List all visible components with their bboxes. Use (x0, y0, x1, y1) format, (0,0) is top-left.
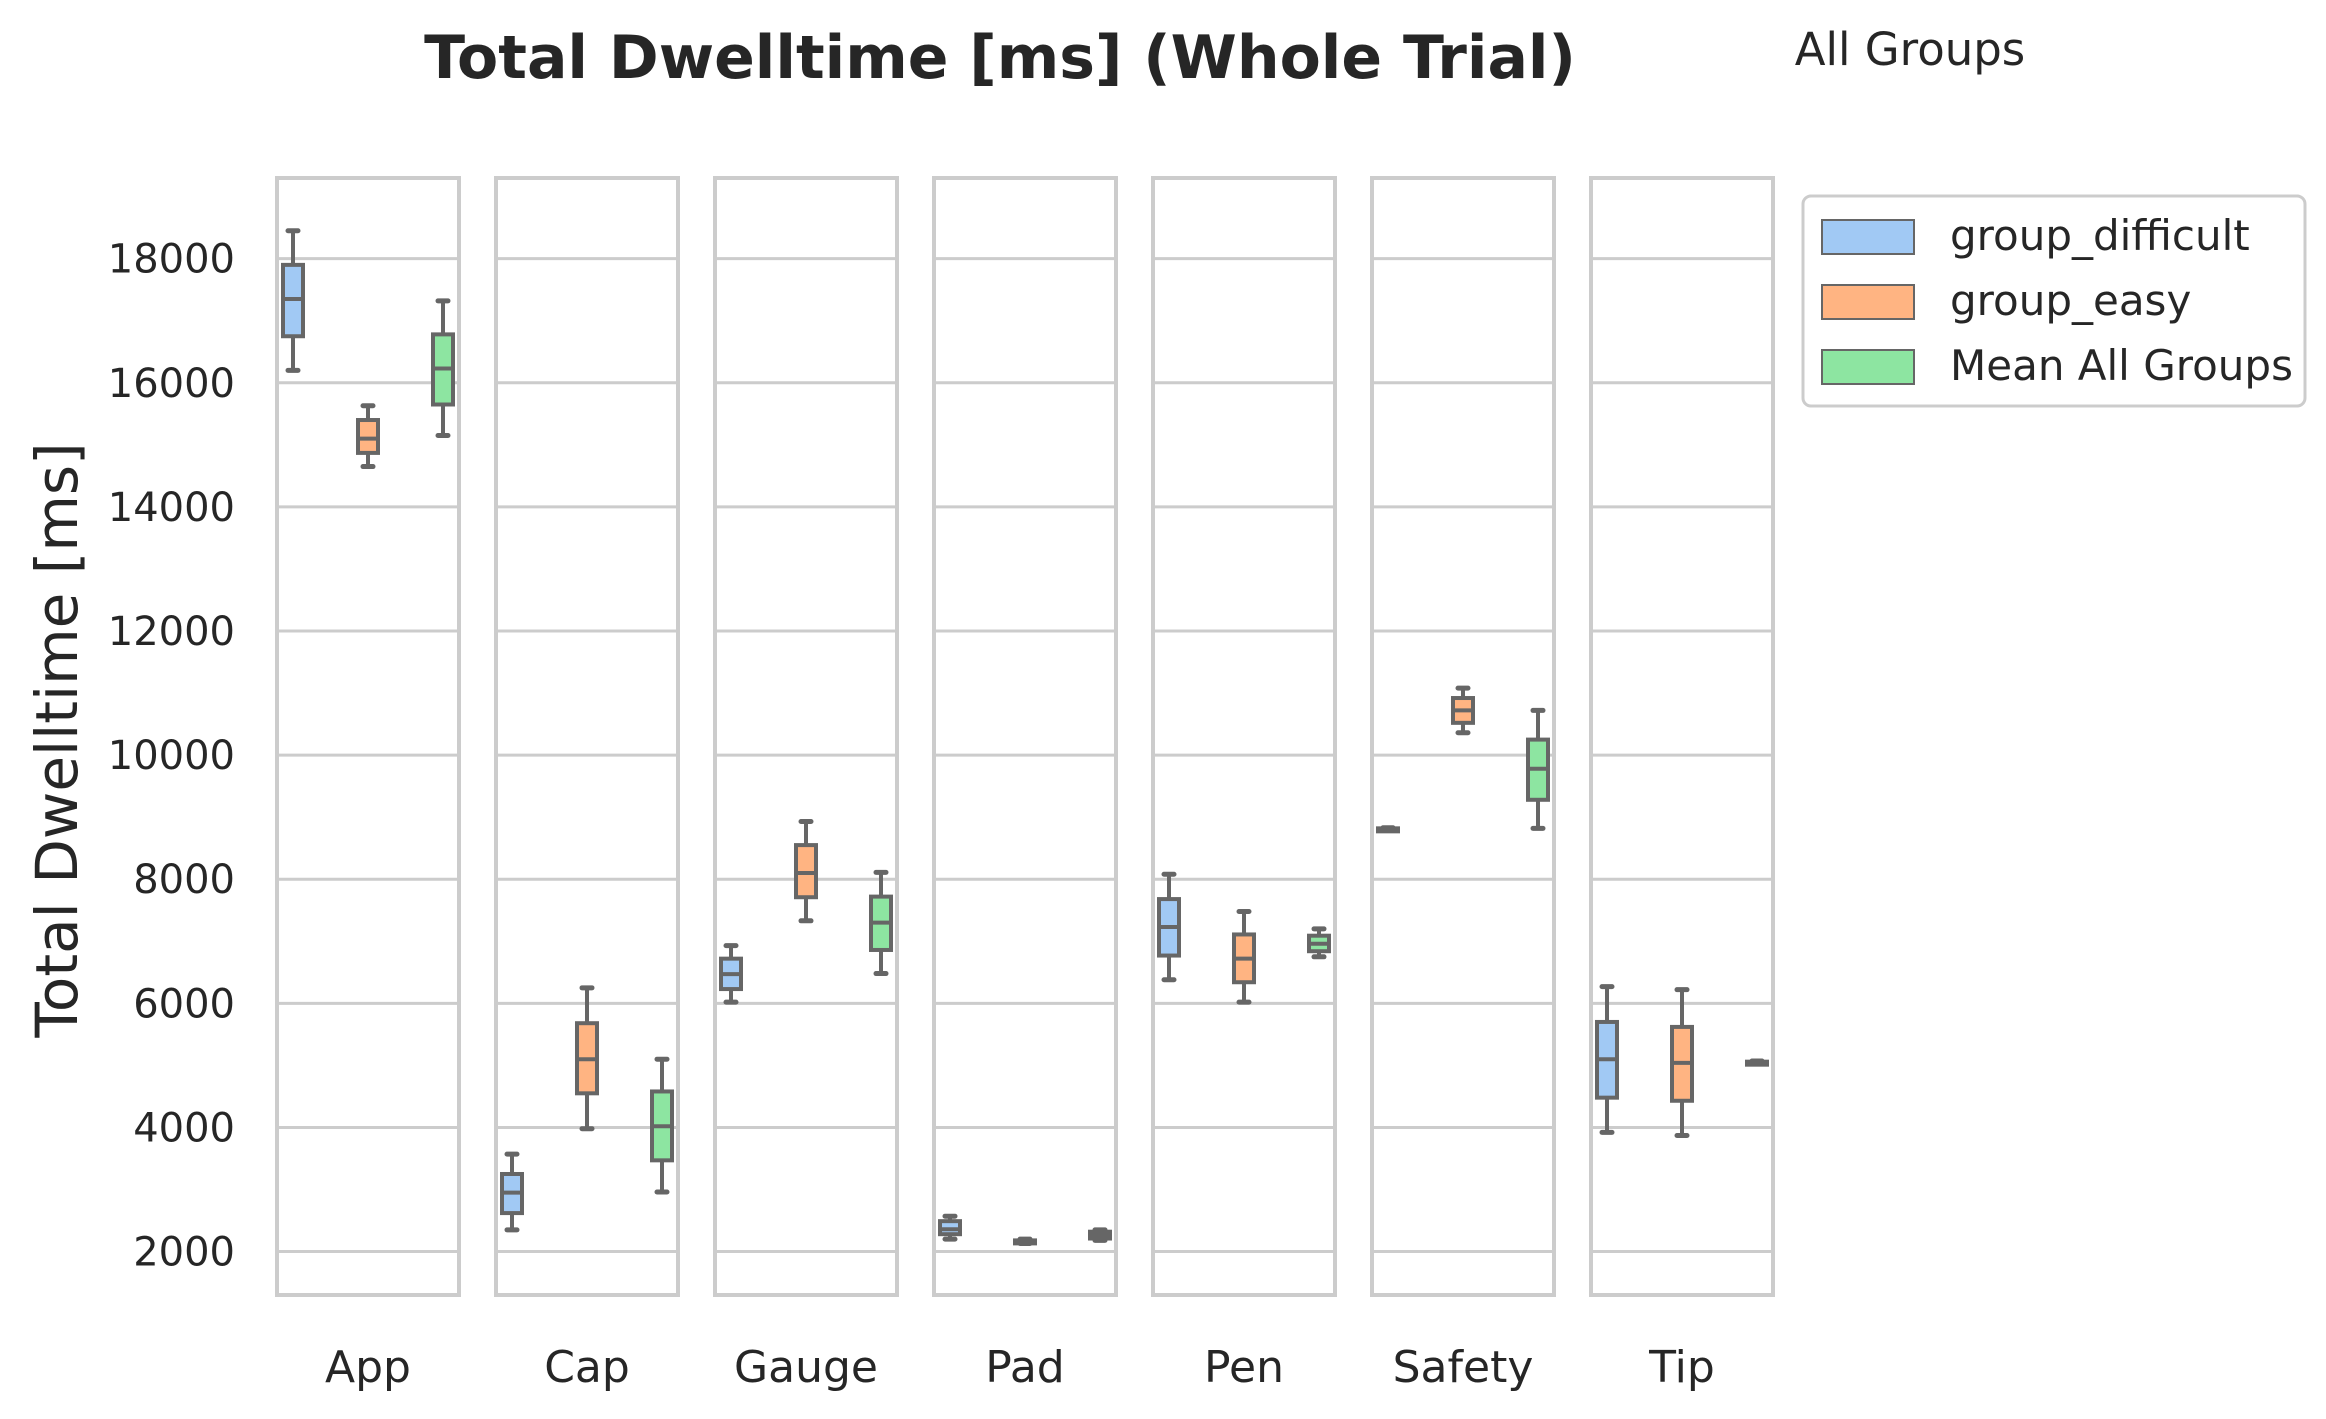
box-group_easy (1451, 685, 1475, 736)
legend-label: Mean All Groups (1950, 341, 2293, 390)
y-tick-label: 12000 (108, 609, 235, 655)
category-label: Gauge (734, 1342, 878, 1393)
box-group_difficult (1595, 984, 1619, 1135)
box-mean-all-groups (431, 298, 455, 439)
box-group_difficult (1157, 871, 1181, 983)
panel-tip: Tip (1589, 176, 1775, 1393)
legend-label: group_difficult (1950, 211, 2250, 260)
panel-frame (932, 176, 1118, 1297)
y-tick-label: 18000 (108, 237, 235, 283)
box-mean-all-groups (869, 869, 893, 977)
category-label: Pen (1204, 1342, 1284, 1393)
box-mean-all-groups (1745, 1058, 1769, 1067)
y-tick-label: 2000 (133, 1230, 235, 1276)
panel-frame (1370, 176, 1556, 1297)
facet-panels: App Cap Gauge Pad Pen Safety Tip (275, 176, 1775, 1393)
chart-subtitle: All Groups (1795, 23, 2026, 76)
box-group_difficult (1376, 825, 1400, 834)
y-tick-label: 16000 (108, 361, 235, 407)
y-axis-label: Total Dwelltime [ms] (23, 442, 91, 1038)
panel-frame (275, 176, 461, 1297)
box-mean-all-groups (1307, 926, 1331, 960)
category-label: Tip (1648, 1342, 1715, 1393)
panel-frame (494, 176, 680, 1297)
box-group_easy (356, 403, 380, 470)
category-label: Safety (1393, 1342, 1534, 1393)
panel-app: App (275, 176, 461, 1393)
panel-gauge: Gauge (713, 176, 899, 1393)
legend-swatch (1821, 219, 1915, 255)
box-group_difficult (719, 943, 743, 1005)
panel-frame (1589, 176, 1775, 1297)
legend-swatch (1821, 284, 1915, 320)
box-group_difficult (281, 228, 305, 373)
panel-pen: Pen (1151, 176, 1337, 1393)
panel-pad: Pad (932, 176, 1118, 1393)
box-mean-all-groups (650, 1056, 674, 1195)
category-label: Cap (544, 1342, 630, 1393)
box-group_easy (1670, 987, 1694, 1139)
legend: group_difficult group_easy Mean All Groups (1801, 194, 2307, 408)
category-label: App (325, 1342, 411, 1393)
y-tick-label: 6000 (133, 981, 235, 1027)
chart-title: Total Dwelltime [ms] (Whole Trial) (424, 23, 1576, 93)
box-group_difficult (500, 1151, 524, 1233)
panel-safety: Safety (1370, 176, 1556, 1393)
box-mean-all-groups (1526, 707, 1550, 831)
box-group_easy (1013, 1236, 1037, 1246)
y-tick-labels: 2000 4000 6000 8000 10000 12000 14000 16000 1800… (108, 237, 235, 1276)
iqr-box (356, 418, 380, 455)
box-group_easy (794, 819, 818, 924)
y-tick-label: 14000 (108, 485, 235, 531)
box-group_easy (1232, 908, 1256, 1005)
box-group_easy (575, 985, 599, 1132)
panel-frame (1151, 176, 1337, 1297)
y-tick-label: 8000 (133, 857, 235, 903)
y-tick-label: 4000 (133, 1105, 235, 1151)
y-tick-label: 10000 (108, 733, 235, 779)
box-group_difficult (938, 1213, 962, 1242)
box-mean-all-groups (1088, 1227, 1112, 1243)
legend-swatch (1821, 349, 1915, 385)
panel-frame (713, 176, 899, 1297)
legend-label: group_easy (1950, 276, 2191, 325)
panel-cap: Cap (494, 176, 680, 1393)
category-label: Pad (985, 1342, 1064, 1393)
legend-frame (1801, 194, 2307, 408)
